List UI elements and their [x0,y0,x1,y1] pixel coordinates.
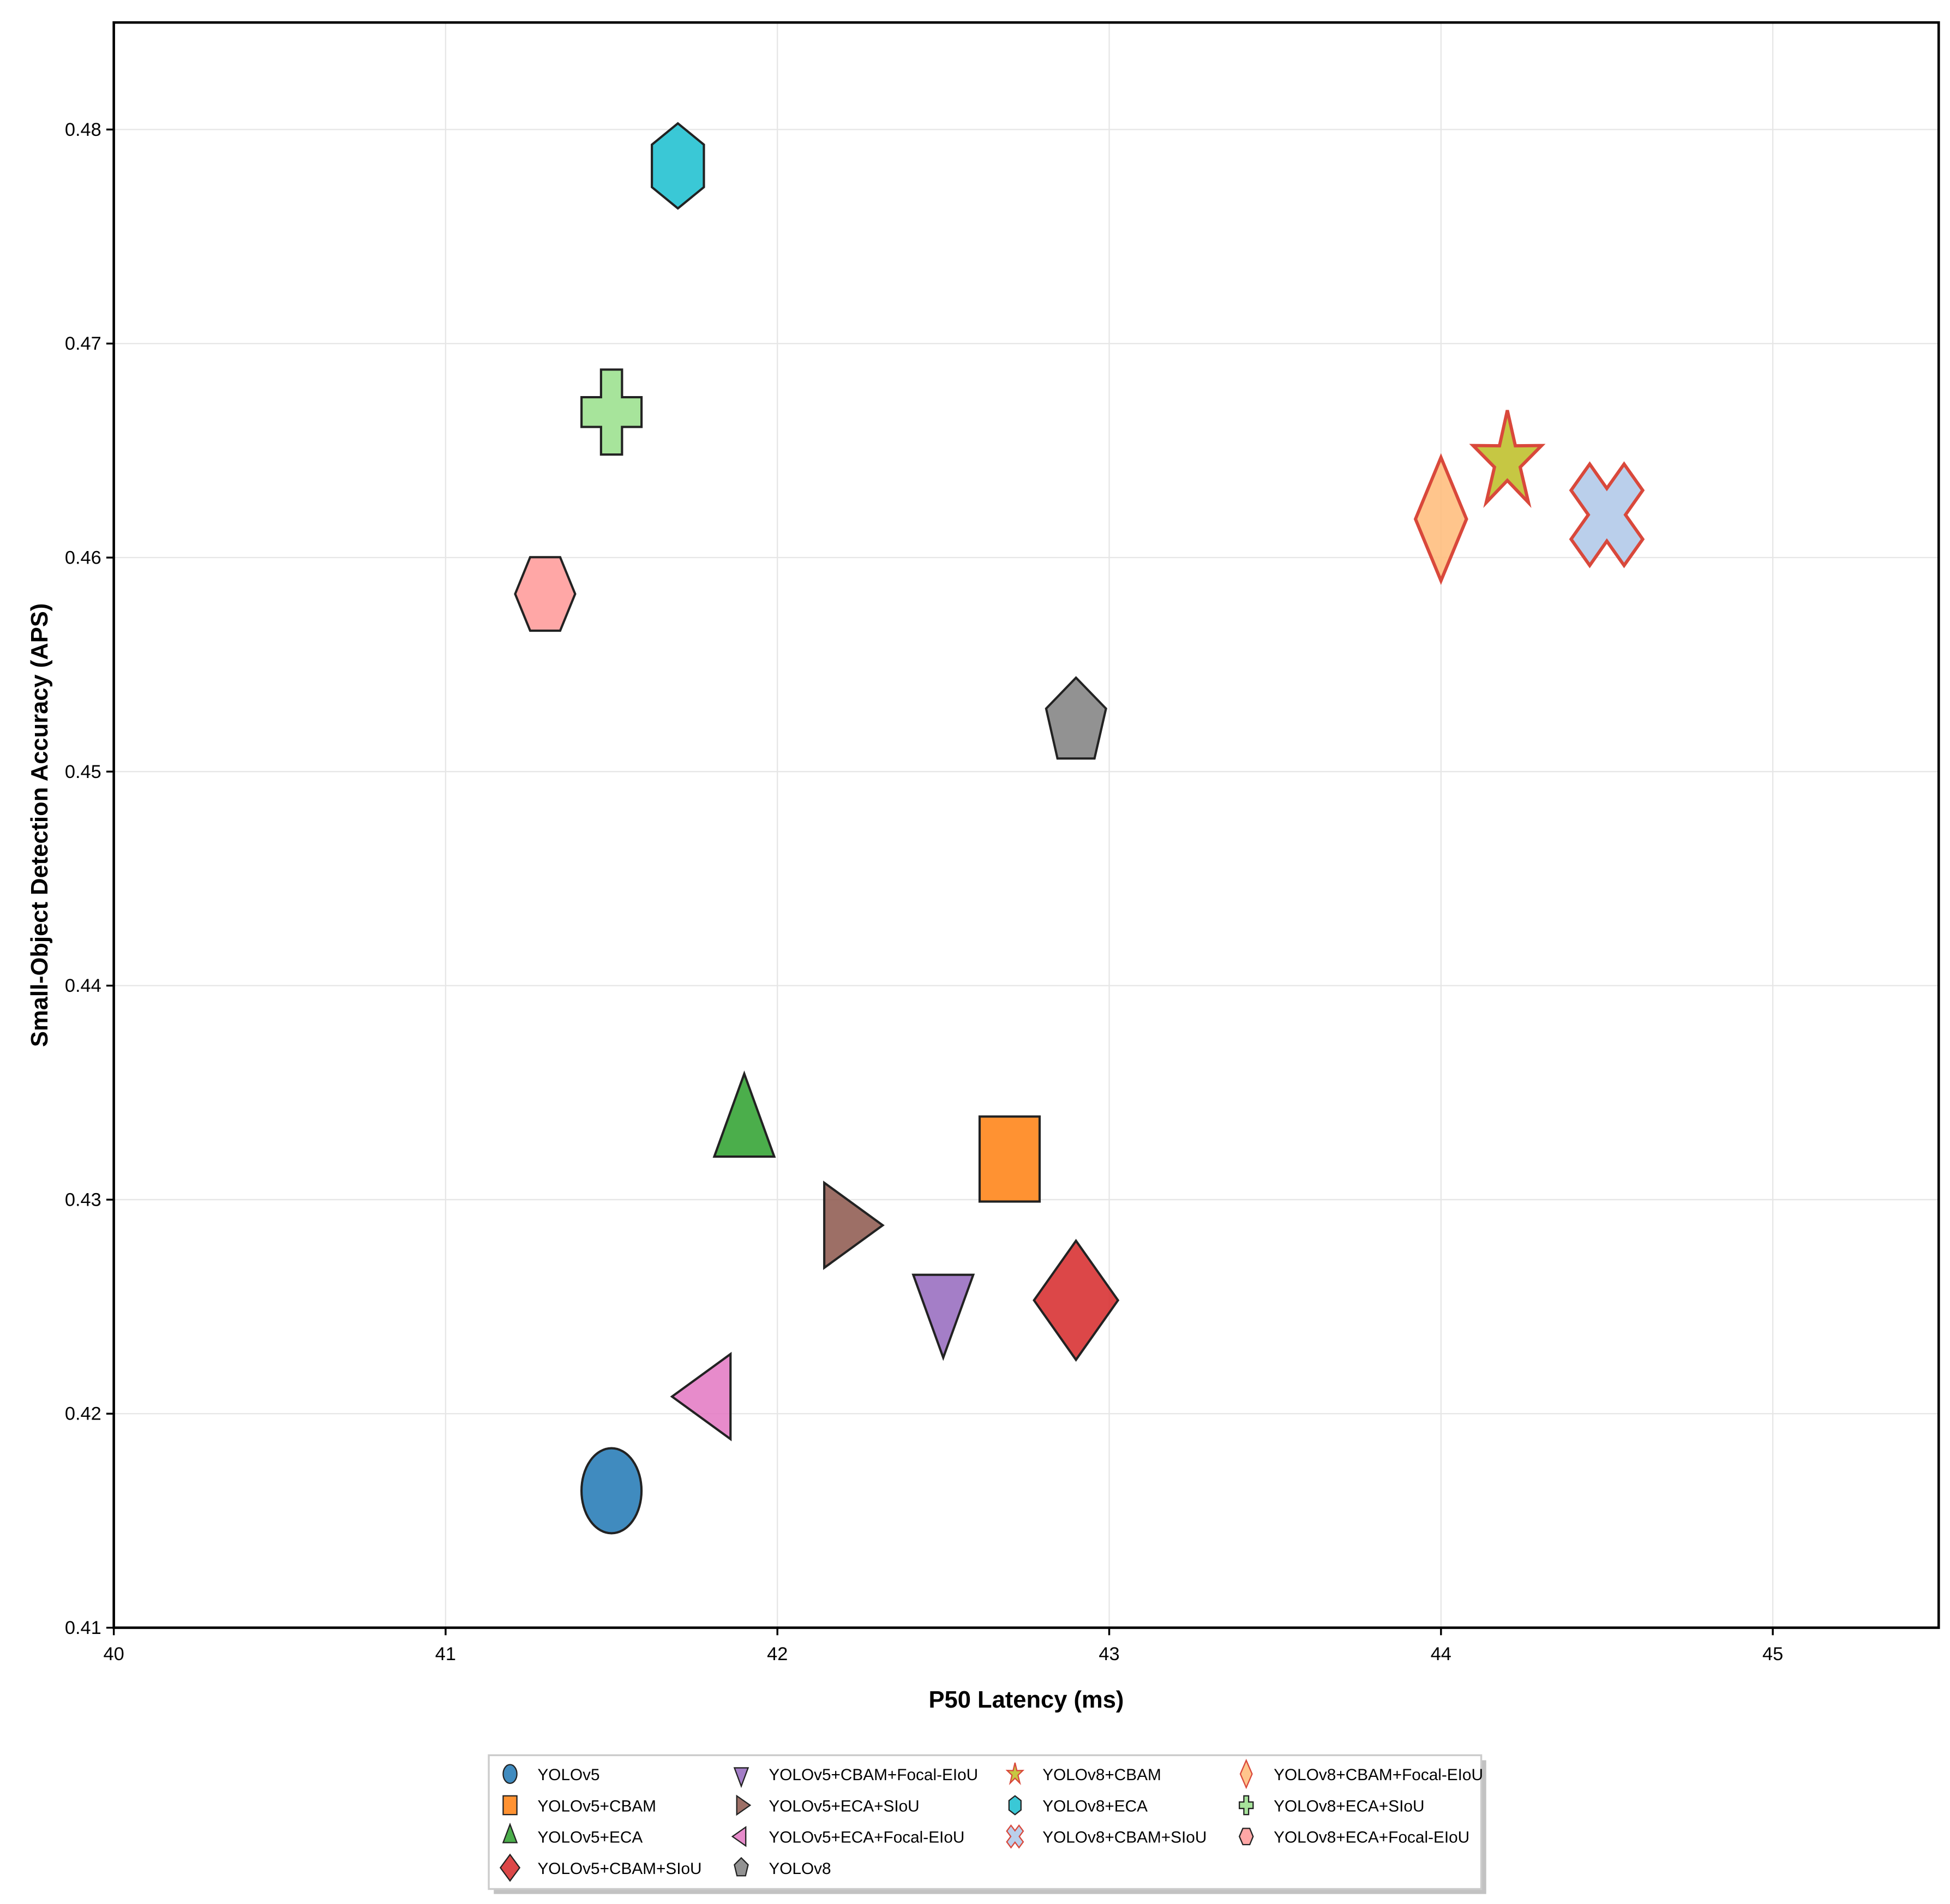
legend-item: YOLOv8+ECA+Focal-EIoU [1238,1828,1469,1847]
legend-label: YOLOv8+CBAM+SIoU [1042,1829,1207,1847]
marker-plus [580,368,643,456]
legend-marker-triangle-up [502,1822,518,1843]
legend-label: YOLOv5 [537,1766,599,1784]
x-tick-label: 44 [1431,1644,1451,1664]
legend-marker-triangle-right [736,1794,752,1816]
marker-thin-diamond [1413,453,1468,585]
legend-marker-x [1006,1824,1024,1849]
y-axis-label: Small-Object Detection Accuracy (APS) [27,603,53,1047]
x-tick-label: 45 [1762,1644,1783,1664]
legend-marker-diamond [499,1853,521,1882]
point-yolov5-eca [712,1070,776,1158]
point-yolov8-cbam [1469,410,1546,508]
legend-label: YOLOv5+ECA [537,1829,643,1847]
x-tick-label: 43 [1099,1644,1119,1664]
marker-square [978,1115,1041,1203]
legend-label: YOLOv5+CBAM [537,1797,656,1815]
marker-triangle-down [911,1273,975,1361]
point-yolov8-eca [651,122,705,210]
marker-hexagon-flat [514,556,577,632]
x-axis-label: P50 Latency (ms) [928,1687,1124,1713]
point-yolov8-cbam-focal-eiou [1413,453,1468,585]
legend-marker-pentagon [734,1857,749,1877]
legend-box [488,1754,1483,1890]
grid [113,22,1939,1628]
y-tick-label: 0.41 [65,1618,101,1638]
marker-pentagon [1045,676,1107,760]
legend-item: YOLOv5+ECA+Focal-EIoU [731,1825,964,1847]
legend-marker-star [1005,1762,1025,1786]
y-tick-label: 0.42 [65,1404,101,1424]
legend-item: YOLOv8+CBAM [1005,1762,1161,1786]
legend-marker-thin-diamond [1239,1758,1253,1789]
point-yolov5-cbam-focal-eiou [911,1273,975,1361]
legend-item: YOLOv8+CBAM+Focal-EIoU [1239,1758,1483,1789]
legend-item: YOLOv8+CBAM+SIoU [1006,1824,1207,1849]
legend-item: YOLOv8 [734,1857,831,1878]
legend-item: YOLOv8+ECA [1008,1795,1148,1816]
legend-label: YOLOv5+ECA+Focal-EIoU [769,1829,964,1847]
point-yolov8-eca-focal-eiou [514,556,577,632]
legend-label: YOLOv8+CBAM [1042,1766,1161,1784]
x-tick-label: 42 [767,1644,788,1664]
marker-triangle-right [823,1180,885,1270]
marker-x [1569,461,1645,568]
x-tick-label: 41 [435,1644,456,1664]
y-tick-label: 0.45 [65,762,101,782]
legend-item: YOLOv8+ECA+SIoU [1239,1795,1424,1816]
y-tick-label: 0.43 [65,1189,101,1210]
legend-marker-plus [1239,1795,1254,1816]
y-tick-label: 0.46 [65,547,101,568]
legend-item: YOLOv5+ECA+SIoU [736,1794,920,1816]
legend-item: YOLOv5 [502,1764,600,1785]
point-yolov8 [1045,676,1107,760]
marker-circle [580,1447,643,1535]
marker-diamond [1033,1238,1120,1362]
legend-label: YOLOv8 [769,1860,831,1878]
point-yolov5-cbam-siou [1033,1238,1120,1362]
legend-item: YOLOv5+CBAM [502,1795,656,1816]
legend-marker-triangle-left [731,1825,747,1847]
legend-marker-square [502,1795,518,1816]
legend-label: YOLOv5+CBAM+Focal-EIoU [769,1766,978,1784]
legend-item: YOLOv5+ECA [502,1822,643,1847]
point-yolov5-cbam [978,1115,1041,1203]
data-points [514,122,1645,1535]
legend-label: YOLOv8+CBAM+Focal-EIoU [1274,1766,1483,1784]
legend-label: YOLOv8+ECA+Focal-EIoU [1274,1829,1469,1847]
legend: YOLOv5 YOLOv5+CBAM YOLOv5+ECA YOLOv5+CBAM+S… [488,1754,1486,1894]
point-yolov5-eca-siou [823,1180,885,1270]
y-tick-label: 0.47 [65,333,101,354]
marker-hexagon-pointy [651,122,705,210]
legend-marker-hexagon-flat [1238,1828,1254,1846]
y-tick-label: 0.44 [65,975,101,996]
legend-marker-triangle-down [733,1767,749,1788]
legend-label: YOLOv8+ECA+SIoU [1274,1797,1424,1815]
legend-label: YOLOv5+CBAM+SIoU [537,1860,701,1878]
marker-triangle-up [712,1070,776,1158]
y-tick-label: 0.48 [65,119,101,140]
legend-marker-circle [502,1764,518,1785]
ticks: 40 41 42 43 44 45 0.41 0.42 0.43 0.44 0.45 0.46 0.47… [65,119,1783,1664]
point-yolov5 [580,1447,643,1535]
legend-marker-hexagon-pointy [1008,1795,1022,1816]
legend-label: YOLOv5+ECA+SIoU [769,1797,919,1815]
point-yolov8-eca-siou [580,368,643,456]
point-yolov8-cbam-siou [1569,461,1645,568]
legend-label: YOLOv8+ECA [1042,1797,1148,1815]
marker-triangle-left [670,1351,732,1441]
legend-item: YOLOv5+CBAM+Focal-EIoU [733,1766,978,1788]
marker-star [1469,410,1546,508]
point-yolov5-eca-focal-eiou [670,1351,732,1441]
x-tick-label: 40 [104,1644,124,1664]
legend-item: YOLOv5+CBAM+SIoU [499,1853,702,1882]
plot-frame [112,21,1940,1629]
